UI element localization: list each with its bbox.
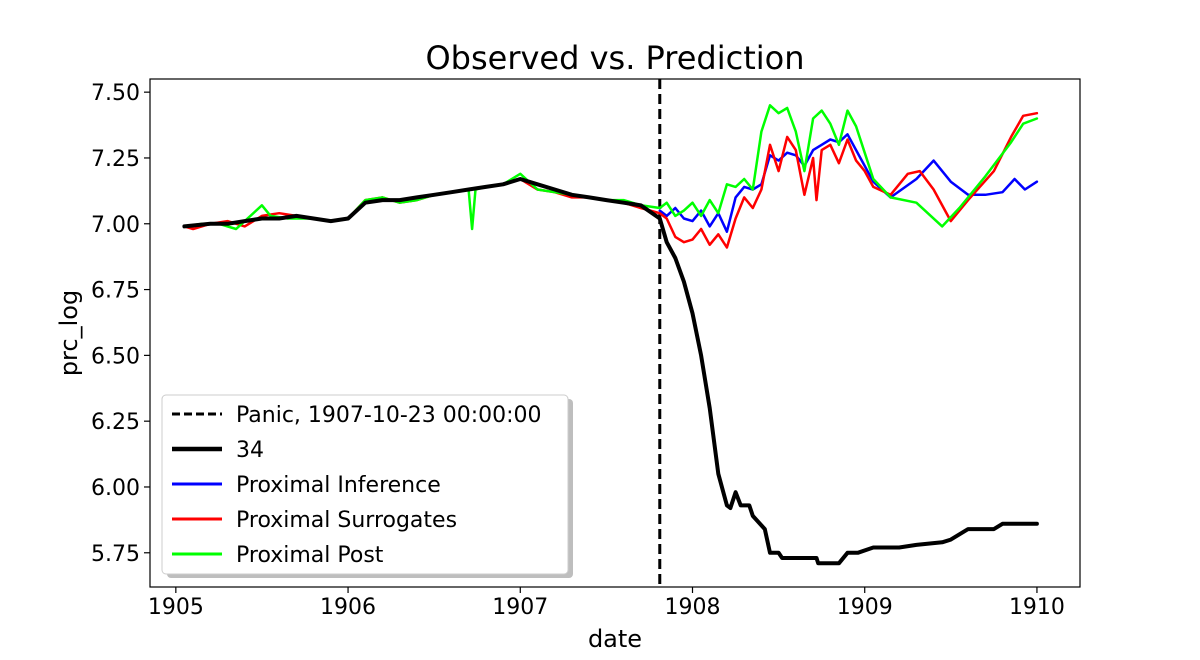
series-line-34 bbox=[182, 177, 1039, 566]
legend-label: Proximal Post bbox=[236, 543, 384, 568]
y-tick-label: 6.25 bbox=[91, 410, 140, 435]
y-tick-label: 7.25 bbox=[91, 147, 140, 172]
legend-label: Proximal Inference bbox=[236, 473, 441, 498]
x-tick-label: 1905 bbox=[148, 595, 204, 620]
y-tick-label: 7.00 bbox=[91, 213, 140, 238]
x-tick-label: 1906 bbox=[320, 595, 376, 620]
y-tick-label: 6.75 bbox=[91, 279, 140, 304]
series-line-proximal-post bbox=[183, 104, 1039, 231]
legend-box bbox=[161, 394, 569, 575]
y-tick-label: 6.50 bbox=[91, 344, 140, 369]
chart-title: Observed vs. Prediction bbox=[425, 39, 804, 77]
x-tick-label: 1909 bbox=[837, 595, 893, 620]
x-tick-label: 1908 bbox=[665, 595, 721, 620]
y-tick-label: 6.00 bbox=[91, 476, 140, 501]
x-axis-title: date bbox=[588, 625, 642, 653]
plot-frame bbox=[149, 78, 1081, 588]
legend-label: Panic, 1907-10-23 00:00:00 bbox=[236, 403, 542, 428]
x-tick-label: 1907 bbox=[492, 595, 548, 620]
series-layer bbox=[182, 79, 1039, 587]
y-tick-label: 5.75 bbox=[91, 542, 140, 567]
y-tick-label: 7.50 bbox=[91, 81, 140, 106]
series-line-proximal-inference bbox=[658, 133, 1039, 233]
y-axis-title: prc_log bbox=[55, 290, 83, 376]
legend: Panic, 1907-10-23 00:00:00 34 Proximal Inf… bbox=[161, 394, 573, 578]
x-tick-label: 1910 bbox=[1009, 595, 1065, 620]
axes-layer: 1905 1906 1907 1908 1909 1910 5.75 6.00 6.25 6.50… bbox=[91, 81, 1065, 620]
legend-label: 34 bbox=[236, 438, 264, 463]
legend-label: Proximal Surrogates bbox=[236, 508, 457, 533]
